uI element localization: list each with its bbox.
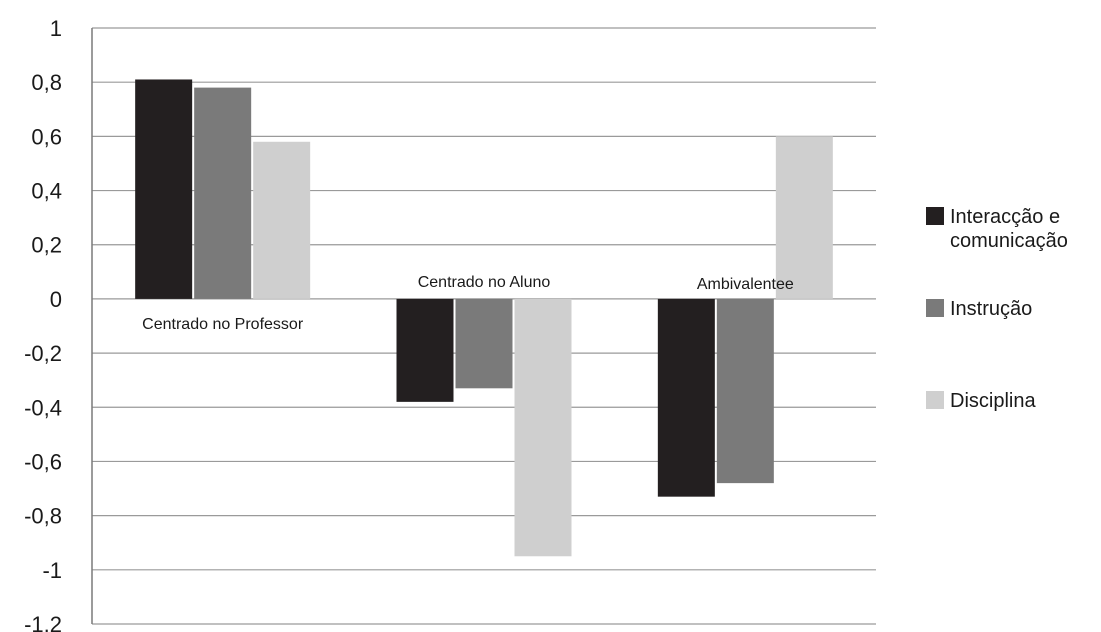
category-label: Ambivalentee: [697, 276, 794, 293]
bar-2-1: [396, 298, 454, 402]
y-tick-label: -1,2: [24, 612, 62, 632]
bar-3-2: [716, 298, 774, 484]
bars: [135, 79, 833, 557]
y-axis: 1 0,8 0,6 0,4 0,2 0 -0,2 -0,4 -0,6 -0,8 -1 -1,2: [24, 16, 93, 632]
legend-label: Disciplina: [950, 390, 1036, 412]
bar-2-2: [455, 298, 513, 389]
bar-1-1: [135, 79, 193, 299]
y-tick-label: 1: [50, 16, 62, 41]
y-tick-label: 0: [50, 287, 62, 312]
legend-swatch: [926, 299, 944, 317]
bar-1-3: [253, 141, 311, 299]
legend-swatch: [926, 391, 944, 409]
y-tick-label: -0,6: [24, 449, 62, 474]
category-label: Centrado no Professor: [142, 316, 304, 333]
category-labels: Centrado no Professor Centrado no Aluno Am…: [142, 274, 794, 333]
legend-label: comunicação: [950, 230, 1068, 252]
y-tick-label: -0,2: [24, 341, 62, 366]
y-tick-label: -0,8: [24, 504, 62, 529]
bar-3-1: [657, 298, 715, 497]
y-tick-label: 0,2: [31, 233, 62, 258]
bar-1-2: [194, 87, 252, 299]
y-tick-label: -0,4: [24, 395, 62, 420]
legend-label: Instrução: [950, 298, 1032, 320]
y-tick-label: -1: [42, 558, 62, 583]
y-tick-label: 0,6: [31, 124, 62, 149]
legend-swatch: [926, 207, 944, 225]
bar-2-3: [514, 298, 572, 557]
category-label: Centrado no Aluno: [418, 274, 551, 291]
bar-3-3: [775, 136, 833, 299]
y-tick-label: 0,4: [31, 179, 62, 204]
y-tick-label: 0,8: [31, 70, 62, 95]
legend-label: Interacção e: [950, 206, 1060, 228]
